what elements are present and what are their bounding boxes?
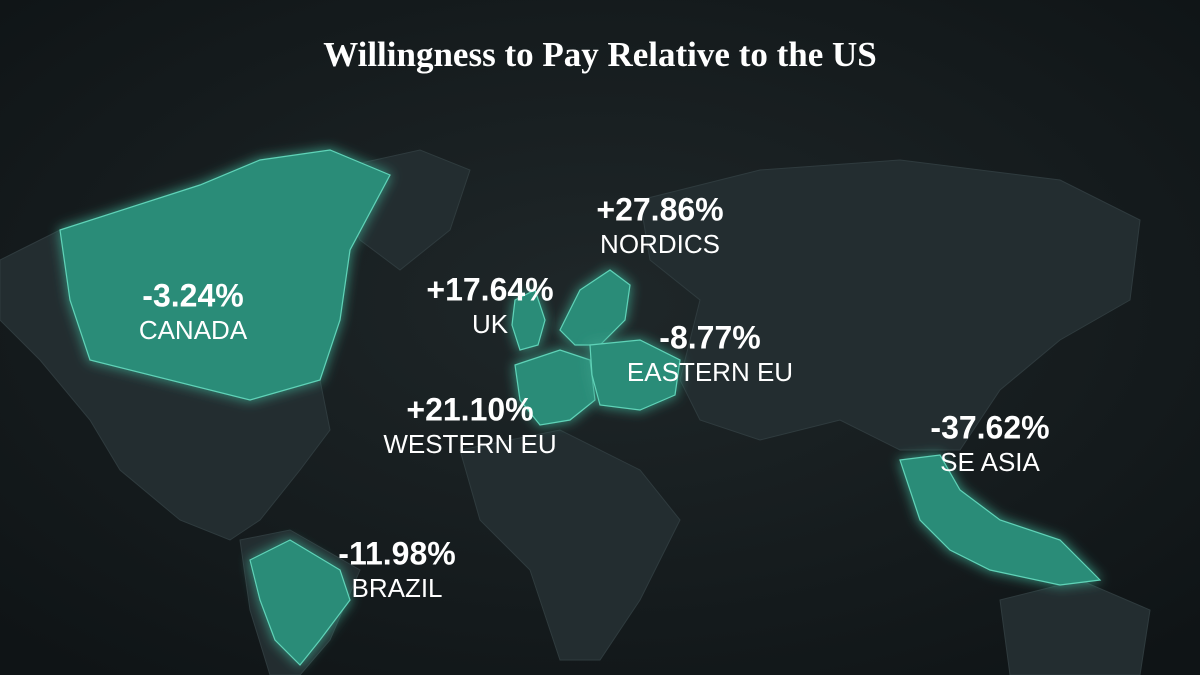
region-name: WESTERN EU: [383, 429, 556, 459]
title: Willingness to Pay Relative to the US: [323, 35, 877, 74]
world-map: [0, 149, 1151, 675]
se-asia-shape: [899, 454, 1102, 586]
region-name: UK: [472, 309, 509, 339]
region-value: -3.24%: [142, 277, 243, 313]
region-value: -8.77%: [659, 319, 760, 355]
region-name: BRAZIL: [351, 573, 442, 603]
nordics-shape: [559, 269, 631, 346]
region-value: +21.10%: [406, 391, 533, 427]
uk-shape: [511, 289, 546, 351]
region-value: +27.86%: [596, 191, 723, 227]
region-name: EASTERN EU: [627, 357, 793, 387]
brazil-shape: [249, 539, 351, 666]
region-value: -11.98%: [338, 535, 455, 571]
western-eu-shape: [514, 349, 596, 426]
region-name: NORDICS: [600, 229, 720, 259]
region-name: SE ASIA: [940, 447, 1040, 477]
region-value: -37.62%: [930, 409, 1049, 445]
region-name: CANADA: [139, 315, 248, 345]
region-value: +17.64%: [426, 271, 553, 307]
region-labels: +27.86%NORDICS +17.64%UK -3.24%CANADA -8.77…: [139, 191, 1050, 602]
eastern-eu-shape: [589, 339, 681, 411]
canada-shape: [59, 149, 391, 401]
